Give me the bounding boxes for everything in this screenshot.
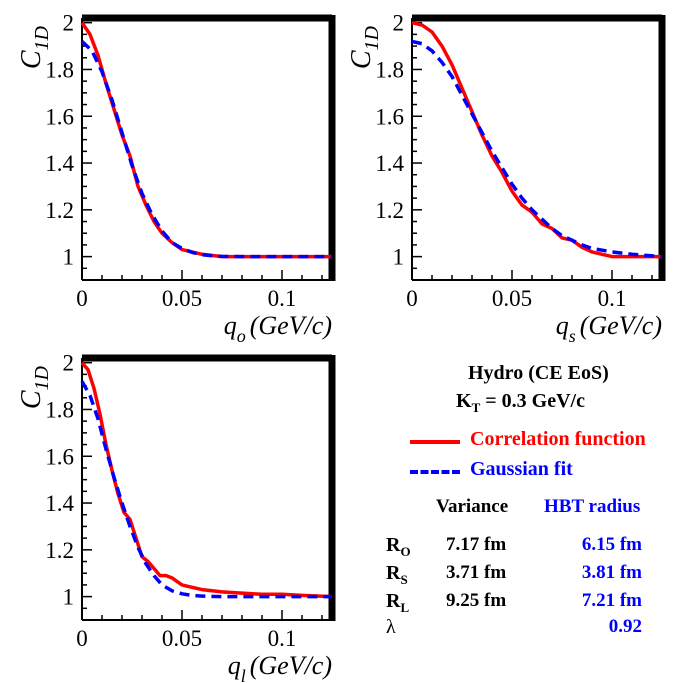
- correlation-function-line: [80, 361, 333, 599]
- y-tick-label: 1.8: [45, 57, 74, 82]
- x-tick-label: 0.05: [162, 626, 202, 651]
- table-row-lambda: λ 0.92: [386, 616, 666, 642]
- table-row-rs: RS 3.71 fm 3.81 fm: [386, 562, 666, 588]
- legend-label-gaussian: Gaussian fit: [470, 458, 573, 480]
- x-tick-label: 0.1: [598, 286, 627, 311]
- x-tick-label: 0: [76, 286, 88, 311]
- row-label: RL: [386, 590, 410, 615]
- chart-panel-out: 1 1.2 1.4 1.6 1.8 2 0 0.05 0.1qo (GeV/c) C1D: [16, 11, 336, 346]
- y-tick-label: 1.4: [375, 151, 404, 176]
- column-header-variance: Variance: [436, 496, 509, 517]
- y-tick-label: 1.6: [45, 444, 74, 469]
- hbt-value: 0.92: [608, 616, 642, 637]
- y-tick-label: 1.6: [45, 104, 74, 129]
- y-tick-label: 2: [63, 11, 75, 36]
- y-tick-label: 1.4: [45, 151, 74, 176]
- x-axis-label: qo (GeV/c): [224, 311, 332, 346]
- y-tick-label: 1.8: [375, 57, 404, 82]
- y-tick-label: 2: [63, 351, 75, 376]
- y-tick-label: 2: [393, 11, 405, 36]
- y-tick-label: 1.2: [375, 198, 404, 223]
- y-tick-label: 1.2: [45, 538, 74, 563]
- y-tick-label: 1: [63, 245, 75, 270]
- y-axis-label: C1D: [16, 25, 53, 69]
- gaussian-fit-line: [80, 40, 332, 259]
- table-row-rl: RL 9.25 fm 7.21 fm: [386, 590, 666, 616]
- variance-value: 3.71 fm: [446, 562, 507, 583]
- variance-value: 7.17 fm: [446, 534, 507, 555]
- model-label: Hydro (CE EoS): [468, 362, 609, 384]
- legend-swatch-dashed: [410, 470, 460, 474]
- gaussian-fit-line: [80, 380, 332, 599]
- legend-swatch-solid: [410, 440, 460, 444]
- y-tick-label: 1: [393, 245, 405, 270]
- x-axis-label: qs (GeV/c): [556, 311, 662, 346]
- correlation-function-line: [411, 20, 662, 259]
- x-axis-label: ql (GeV/c): [228, 651, 332, 683]
- y-axis-label: C1D: [16, 365, 53, 409]
- y-tick-label: 1.8: [45, 397, 74, 422]
- variance-value: 9.25 fm: [446, 590, 507, 611]
- x-tick-label: 0: [406, 286, 418, 311]
- x-tick-label: 0.1: [268, 626, 297, 651]
- x-tick-label: 0.05: [162, 286, 202, 311]
- row-label: RS: [386, 562, 408, 587]
- row-label: RO: [386, 534, 411, 559]
- x-tick-label: 0.1: [268, 286, 297, 311]
- correlation-function-line: [80, 21, 332, 259]
- y-tick-label: 1.6: [375, 104, 404, 129]
- x-tick-label: 0: [76, 626, 88, 651]
- y-tick-label: 1: [63, 585, 75, 610]
- chart-panel-side: 1 1.2 1.4 1.6 1.8 2 0 0.05 0.1qs (GeV/c) C1D: [346, 11, 666, 346]
- row-label: λ: [386, 616, 396, 638]
- y-tick-label: 1.4: [45, 491, 74, 516]
- y-axis-label: C1D: [346, 25, 383, 69]
- table-row-ro: RO 7.17 fm 6.15 fm: [386, 534, 666, 560]
- y-tick-label: 1.2: [45, 198, 74, 223]
- x-tick-label: 0.05: [492, 286, 532, 311]
- hbt-value: 6.15 fm: [581, 534, 642, 555]
- legend-label-correlation: Correlation function: [470, 428, 646, 450]
- chart-panel-long: 1 1.2 1.4 1.6 1.8 2 0 0.05 0.1ql (GeV/c) C1D: [16, 351, 336, 683]
- hbt-value: 7.21 fm: [581, 590, 642, 611]
- hbt-value: 3.81 fm: [581, 562, 642, 583]
- kt-label: KT = 0.3 GeV/c: [456, 390, 585, 415]
- column-header-hbt: HBT radius: [544, 496, 641, 517]
- gaussian-fit-line: [411, 39, 663, 259]
- legend-panel: Hydro (CE EoS) KT = 0.3 GeV/c Correlatio…: [380, 352, 670, 672]
